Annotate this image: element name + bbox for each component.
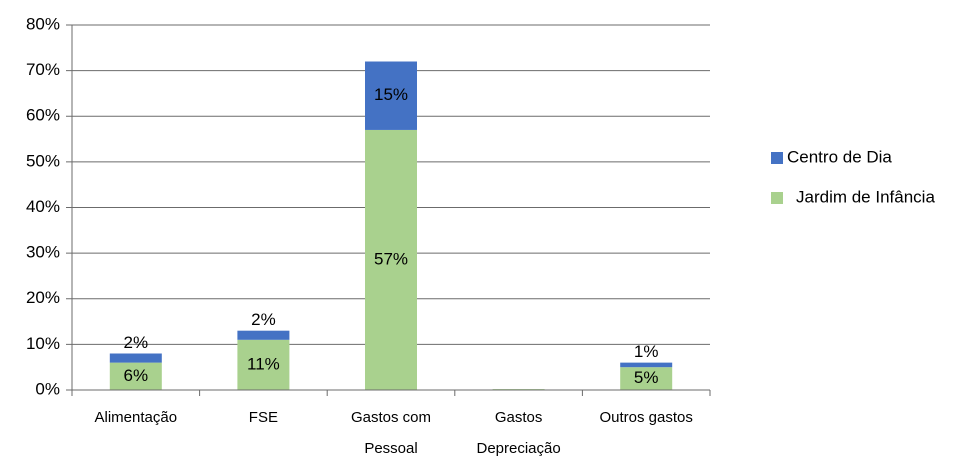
bar-segment xyxy=(109,353,162,363)
y-tick-label: 20% xyxy=(26,288,60,307)
data-label: 57% xyxy=(374,249,408,268)
x-tick-label: FSE xyxy=(248,409,278,426)
data-label: 15% xyxy=(374,85,408,104)
y-tick-label: 0% xyxy=(35,379,60,398)
y-tick-label: 50% xyxy=(26,151,60,170)
data-label: 11% xyxy=(247,354,280,373)
legend-label: Jardim de Infância xyxy=(796,187,935,206)
bar-segment xyxy=(109,362,162,390)
y-tick-label: 80% xyxy=(26,14,60,33)
legend-swatch xyxy=(771,192,783,204)
data-label: 2% xyxy=(124,333,149,352)
data-label: 2% xyxy=(251,310,276,329)
data-label: 5% xyxy=(634,368,659,387)
y-tick-label: 30% xyxy=(26,243,60,262)
bar-segment xyxy=(620,362,673,368)
y-tick-label: 70% xyxy=(26,60,60,79)
bar-segment xyxy=(365,129,417,390)
y-tick-label: 60% xyxy=(26,106,60,125)
data-label: 1% xyxy=(634,342,659,361)
x-tick-label: Gastos Depreciação xyxy=(476,409,561,457)
legend-label: Centro de Dia xyxy=(787,147,892,166)
x-tick-label: Alimentação xyxy=(94,409,178,426)
bar-segment xyxy=(237,330,290,340)
x-tick-label: Gastos com Pessoal xyxy=(350,409,432,457)
bar-segment xyxy=(365,61,417,130)
x-tick-label: Outros gastos xyxy=(599,409,693,426)
data-label: 6% xyxy=(124,366,149,385)
legend-swatch xyxy=(771,152,783,164)
y-tick-label: 10% xyxy=(26,334,60,353)
y-tick-label: 40% xyxy=(26,197,60,216)
bar-segment xyxy=(620,367,673,390)
bar-segment xyxy=(237,339,290,390)
